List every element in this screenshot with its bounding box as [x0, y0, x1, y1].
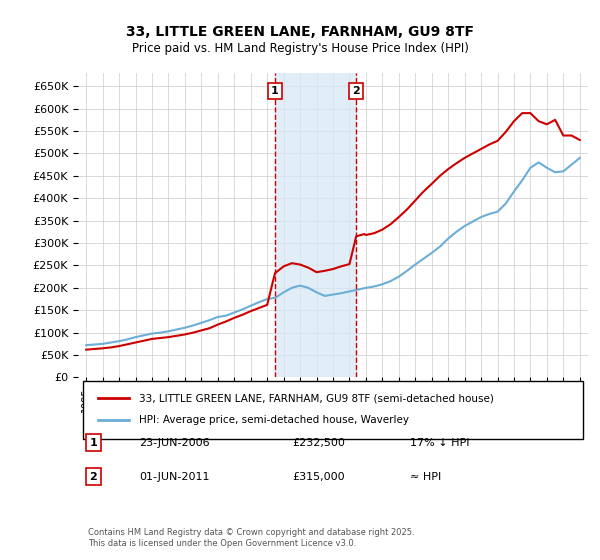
Text: Contains HM Land Registry data © Crown copyright and database right 2025.
This d: Contains HM Land Registry data © Crown c… [88, 528, 415, 548]
Text: 23-JUN-2006: 23-JUN-2006 [139, 437, 210, 447]
Text: 17% ↓ HPI: 17% ↓ HPI [409, 437, 469, 447]
Bar [275, 73, 356, 377]
Text: 1: 1 [271, 86, 279, 96]
Text: £315,000: £315,000 [292, 472, 345, 482]
Text: £232,500: £232,500 [292, 437, 345, 447]
Text: 33, LITTLE GREEN LANE, FARNHAM, GU9 8TF: 33, LITTLE GREEN LANE, FARNHAM, GU9 8TF [126, 25, 474, 39]
Text: 01-JUN-2011: 01-JUN-2011 [139, 472, 210, 482]
Text: 1: 1 [89, 437, 97, 447]
Text: 2: 2 [89, 472, 97, 482]
Text: 33, LITTLE GREEN LANE, FARNHAM, GU9 8TF (semi-detached house): 33, LITTLE GREEN LANE, FARNHAM, GU9 8TF … [139, 393, 494, 403]
Text: HPI: Average price, semi-detached house, Waverley: HPI: Average price, semi-detached house,… [139, 416, 409, 425]
FancyBboxPatch shape [83, 381, 583, 439]
Text: Price paid vs. HM Land Registry's House Price Index (HPI): Price paid vs. HM Land Registry's House … [131, 42, 469, 55]
Text: ≈ HPI: ≈ HPI [409, 472, 441, 482]
Text: 2: 2 [352, 86, 360, 96]
